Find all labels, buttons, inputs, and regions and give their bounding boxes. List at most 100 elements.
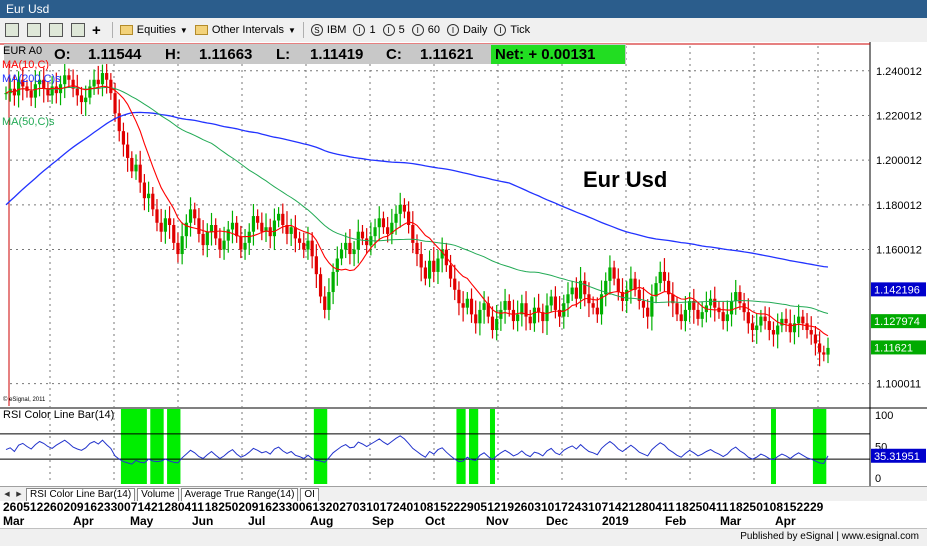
price-bar-body	[511, 309, 516, 322]
price-bar-body	[243, 242, 247, 250]
price-bar-body	[33, 84, 37, 98]
toolbar-item-ibm[interactable]: S IBM	[310, 24, 346, 36]
nav-next-icon[interactable]: ▶	[16, 490, 22, 498]
price-bar-body	[117, 113, 121, 132]
rsi-oversold-bar	[171, 409, 177, 484]
price-bar-body	[96, 79, 100, 85]
price-marker-box	[871, 340, 926, 355]
net-change-value: Net: + 0.00131	[495, 46, 595, 63]
footer-bar: Published by eSignal | www.esignal.com	[0, 528, 927, 546]
toolbar-item-daily[interactable]: I Daily	[446, 24, 487, 36]
interval-icon: I	[411, 24, 424, 36]
price-bar-body	[436, 258, 440, 272]
date-tick-label: 01	[407, 500, 421, 514]
toolbar-item-equities[interactable]: Equities ▼	[119, 24, 188, 36]
interval-icon: I	[494, 24, 507, 36]
add-icon[interactable]: +	[92, 21, 101, 39]
date-tick-label: 24	[393, 500, 407, 514]
price-bar-body	[209, 225, 214, 232]
price-bar-body	[67, 75, 71, 80]
date-tick-label: 09	[245, 500, 259, 514]
price-bar-body	[771, 330, 776, 335]
price-bar-body	[142, 182, 146, 199]
price-bar-body	[100, 73, 105, 85]
price-bar-body	[193, 209, 197, 219]
price-bar-body	[700, 312, 704, 319]
interval-icon: I	[353, 24, 366, 36]
symbol-label: EUR A0	[3, 45, 42, 57]
price-bar-body	[809, 330, 813, 335]
date-tick-label: 05	[16, 500, 30, 514]
date-tick-label: 10	[541, 500, 555, 514]
layout-icon[interactable]	[49, 23, 63, 37]
tab-average-true-range-14[interactable]: Average True Range(14)	[180, 487, 299, 501]
quote-bar-bg	[4, 44, 626, 64]
quote-l-label: L:	[276, 46, 290, 63]
date-tick-label: 18	[676, 500, 690, 514]
price-bar-body	[105, 73, 109, 80]
price-bar-body	[486, 303, 490, 317]
window-title: Eur Usd	[6, 2, 50, 16]
date-tick-label: 01	[756, 500, 770, 514]
refresh-icon[interactable]	[27, 23, 41, 37]
price-bar-body	[42, 79, 46, 89]
caret-down-icon: ▼	[179, 25, 188, 35]
price-bar-body	[373, 227, 377, 237]
price-bar-body	[683, 309, 688, 322]
toolbar-item-60[interactable]: I 60	[411, 24, 440, 36]
price-marker-label: 1.127974	[874, 316, 920, 328]
rsi-oversold-bar	[129, 409, 135, 484]
copy-icon[interactable]	[71, 23, 85, 37]
price-bar-body	[528, 316, 532, 324]
price-bar-body	[616, 278, 620, 293]
rsi-oversold-bar	[456, 409, 462, 484]
rsi-oversold-bar	[167, 409, 173, 484]
month-label: Dec	[546, 514, 568, 528]
toolbar: + Equities ▼ Other Intervals ▼ S IBM I 1 I 5 I 60 I D…	[0, 18, 927, 43]
date-tick-label: 22	[447, 500, 461, 514]
toolbar-divider	[302, 22, 304, 38]
date-tick-label: 03	[528, 500, 542, 514]
date-tick-label: 04	[702, 500, 716, 514]
date-tick-label: 22	[797, 500, 811, 514]
date-tick-label: 29	[810, 500, 824, 514]
date-tick-label: 13	[312, 500, 326, 514]
date-tick-label: 17	[380, 500, 394, 514]
date-tick-label: 18	[205, 500, 219, 514]
nav-prev-icon[interactable]: ◀	[4, 490, 10, 498]
tab-volume[interactable]: Volume	[137, 487, 179, 501]
date-tick-label: 12	[487, 500, 501, 514]
toolbar-divider	[111, 22, 113, 38]
price-bar-body	[327, 292, 331, 310]
toolbar-item-other-intervals[interactable]: Other Intervals ▼	[194, 24, 296, 36]
date-tick-label: 25	[218, 500, 232, 514]
toolbar-item-tick[interactable]: I Tick	[494, 24, 530, 36]
price-bar-body	[390, 222, 394, 234]
date-tick-label: 02	[232, 500, 246, 514]
price-bar-body	[612, 267, 616, 279]
date-tick-label: 26	[43, 500, 57, 514]
price-bar-body	[671, 294, 675, 304]
caret-down-icon: ▼	[287, 25, 296, 35]
date-tick-label: 14	[138, 500, 152, 514]
rsi-tick-label: 0	[875, 473, 881, 485]
date-tick-label: 16	[84, 500, 98, 514]
price-bar-body	[566, 294, 570, 304]
date-axis: 26 05 12 26 02 09 16 23 30 07 14 21 28 04 11 18 25 02 09 16…	[3, 500, 824, 528]
date-tick-label: 11	[716, 500, 729, 514]
month-label: Apr	[775, 514, 796, 528]
date-tick-label: 12	[30, 500, 44, 514]
tab-rsi-color-line-bar-14[interactable]: RSI Color Line Bar(14)	[26, 487, 136, 501]
price-bar-body	[113, 93, 117, 114]
tab-oi[interactable]: OI	[300, 487, 319, 501]
price-bar-body	[54, 86, 58, 94]
price-bar-body	[708, 298, 713, 306]
price-bar-body	[285, 225, 289, 234]
price-bar-body	[721, 312, 725, 322]
chart-icon[interactable]	[5, 23, 19, 37]
price-bar-body	[570, 287, 574, 295]
price-bar-body	[218, 238, 222, 250]
price-marker-box	[871, 314, 926, 329]
